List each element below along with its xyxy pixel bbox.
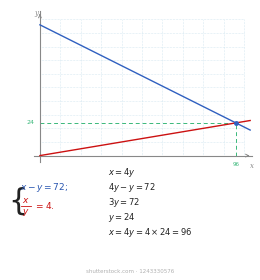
Text: $x$: $x$	[22, 196, 30, 205]
Text: $= 4.$: $= 4.$	[34, 200, 55, 211]
Text: shutterstock.com · 1243330576: shutterstock.com · 1243330576	[86, 269, 174, 274]
Text: $y = 24$: $y = 24$	[108, 211, 135, 224]
Text: $x - y = 72;$: $x - y = 72;$	[20, 181, 68, 194]
Text: $4y - y = 72$: $4y - y = 72$	[108, 181, 155, 194]
Text: $x = 4y = 4 \times 24 = 96$: $x = 4y = 4 \times 24 = 96$	[108, 226, 193, 239]
Text: x: x	[250, 162, 254, 171]
Text: $3y = 72$: $3y = 72$	[108, 196, 140, 209]
Text: $x = 4y$: $x = 4y$	[108, 166, 136, 179]
Text: $y$: $y$	[22, 207, 30, 218]
Text: y: y	[34, 9, 38, 17]
Text: $\{$: $\{$	[8, 186, 25, 217]
Text: 24: 24	[27, 120, 35, 125]
Text: 96: 96	[232, 162, 239, 167]
